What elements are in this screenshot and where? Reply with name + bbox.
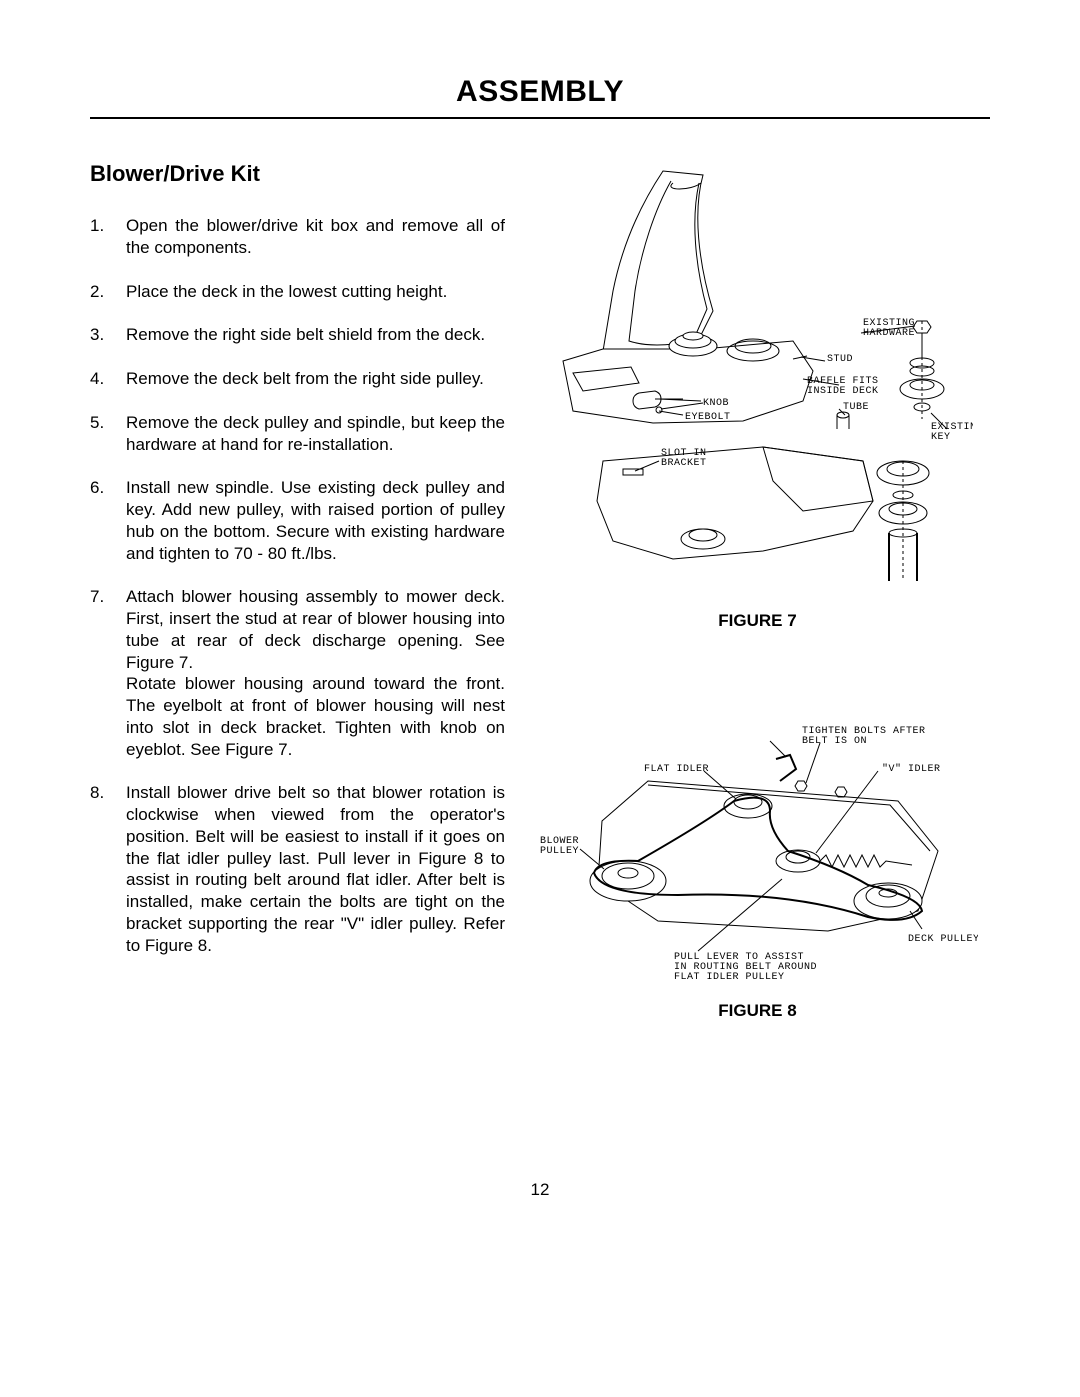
step-1: 1. Open the blower/drive kit box and rem… xyxy=(90,215,505,259)
step-text: Install new spindle. Use existing deck p… xyxy=(126,477,505,564)
label-v-idler: "V" IDLER xyxy=(882,763,941,775)
step-4: 4. Remove the deck belt from the right s… xyxy=(90,368,505,390)
section-title: Blower/Drive Kit xyxy=(90,161,505,187)
step-number: 2. xyxy=(90,281,126,303)
left-column: Blower/Drive Kit 1. Open the blower/driv… xyxy=(90,161,525,1021)
step-text: Remove the right side belt shield from t… xyxy=(126,324,505,346)
step-7: 7. Attach blower housing assembly to mow… xyxy=(90,586,505,760)
step-number: 5. xyxy=(90,412,126,456)
step-text: Remove the deck pulley and spindle, but … xyxy=(126,412,505,456)
label-baffle-2: INSIDE DECK xyxy=(807,386,879,397)
label-flat-idler: FLAT IDLER xyxy=(644,764,709,775)
header-rule xyxy=(90,117,990,119)
figure-8: TIGHTEN BOLTS AFTER BELT IS ON FLAT IDLE… xyxy=(525,711,990,1021)
label-existing-hardware-2: HARDWARE xyxy=(863,328,915,339)
step-number: 4. xyxy=(90,368,126,390)
figure-7: EXISTING HARDWARE STUD BAFFLE FITS INSID… xyxy=(525,161,990,631)
step-text: Open the blower/drive kit box and remove… xyxy=(126,215,505,259)
step-3: 3. Remove the right side belt shield fro… xyxy=(90,324,505,346)
step-text: Attach blower housing assembly to mower … xyxy=(126,586,505,760)
label-tighten-2: BELT IS ON xyxy=(802,736,867,747)
step-number: 6. xyxy=(90,477,126,564)
page: ASSEMBLY Blower/Drive Kit 1. Open the bl… xyxy=(90,75,990,1021)
label-blower-2: PULLEY xyxy=(540,846,579,857)
page-title: ASSEMBLY xyxy=(90,75,990,115)
label-tube: TUBE xyxy=(843,402,869,413)
figure-7-caption: FIGURE 7 xyxy=(525,611,990,631)
step-text: Place the deck in the lowest cutting hei… xyxy=(126,281,505,303)
step-list: 1. Open the blower/drive kit box and rem… xyxy=(90,215,505,956)
step-number: 7. xyxy=(90,586,126,760)
step-number: 1. xyxy=(90,215,126,259)
label-lever-3: FLAT IDLER PULLEY xyxy=(674,972,785,983)
hardware-lower xyxy=(877,461,929,581)
step-text: Install blower drive belt so that blower… xyxy=(126,782,505,956)
label-existing-key-2: KEY xyxy=(931,432,951,443)
step-number: 3. xyxy=(90,324,126,346)
label-knob: KNOB xyxy=(703,398,729,409)
label-slot-2: BRACKET xyxy=(661,458,707,469)
page-number: 12 xyxy=(0,1180,1080,1200)
label-stud: STUD xyxy=(827,354,853,365)
label-deck-pulley: DECK PULLEY xyxy=(908,934,978,945)
step-2: 2. Place the deck in the lowest cutting … xyxy=(90,281,505,303)
figure-8-diagram: TIGHTEN BOLTS AFTER BELT IS ON FLAT IDLE… xyxy=(538,711,978,991)
two-column-layout: Blower/Drive Kit 1. Open the blower/driv… xyxy=(90,161,990,1021)
step-6: 6. Install new spindle. Use existing dec… xyxy=(90,477,505,564)
right-column: EXISTING HARDWARE STUD BAFFLE FITS INSID… xyxy=(525,161,990,1021)
figure-7-diagram: EXISTING HARDWARE STUD BAFFLE FITS INSID… xyxy=(543,161,973,601)
step-text: Remove the deck belt from the right side… xyxy=(126,368,505,390)
step-5: 5. Remove the deck pulley and spindle, b… xyxy=(90,412,505,456)
label-eyebolt: EYEBOLT xyxy=(685,412,731,423)
step-number: 8. xyxy=(90,782,126,956)
figure-8-caption: FIGURE 8 xyxy=(525,1001,990,1021)
step-8: 8. Install blower drive belt so that blo… xyxy=(90,782,505,956)
